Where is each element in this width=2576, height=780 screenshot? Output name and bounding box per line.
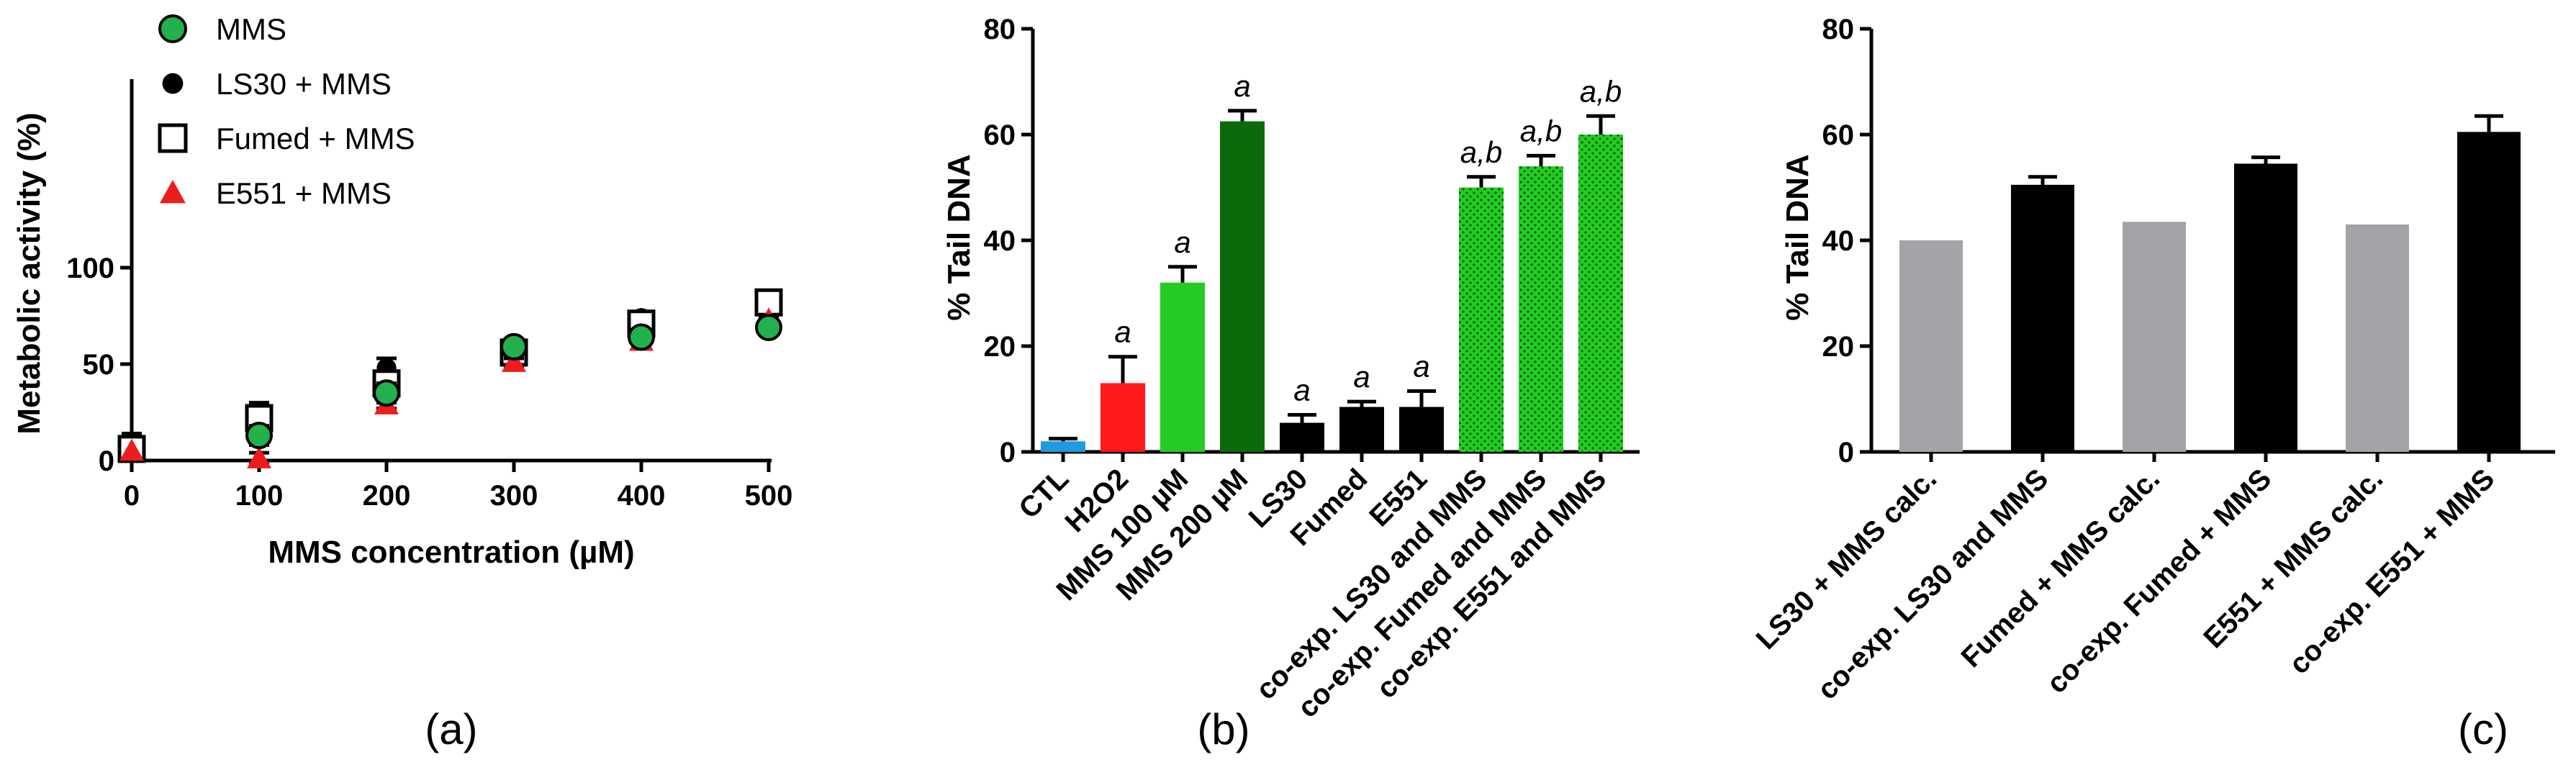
panel-a-y-tick-label: 100	[66, 253, 114, 284]
panel-c-y-tick-label: 40	[1822, 225, 1855, 257]
panel-b-bar	[1280, 422, 1324, 452]
panel-b-bar	[1459, 187, 1504, 452]
panel-a-point	[628, 323, 655, 351]
panel-a-y-tick-label: 0	[99, 445, 114, 477]
panel-b-bar	[1160, 282, 1205, 452]
panel-c-y-tick-label: 20	[1822, 331, 1855, 363]
panel-a-point	[119, 438, 144, 461]
panel-a-x-tick-label: 400	[618, 480, 666, 512]
panel-a-y-label: Metabolic activity (%)	[12, 112, 47, 434]
panel-c-bar	[1899, 240, 1963, 452]
panel-b-y-tick-label: 0	[1000, 437, 1016, 468]
panel-c-bar	[2457, 132, 2521, 452]
panel-c-x-tick-label: co-exp. Fumed + MMS	[2041, 463, 2277, 699]
panel-b-bar	[1041, 441, 1085, 452]
panel-b-significance-label: a	[1353, 360, 1370, 394]
panel-a-point	[245, 422, 273, 450]
panel-a-x-tick-label: 200	[363, 480, 411, 512]
panel-c-y-label: % Tail DNA	[1780, 154, 1815, 320]
panel-b-significance-label: a	[1293, 373, 1310, 407]
panel-b-significance-label: a	[1413, 349, 1429, 383]
panel-c-x-tick-label: LS30 + MMS calc.	[1750, 463, 1943, 656]
panel-b-bar	[1519, 166, 1563, 452]
panel-a-point	[247, 446, 271, 468]
panel-a-x-tick-label: 100	[235, 480, 284, 512]
panel-b-bar	[1578, 135, 1623, 452]
panel-a-x-tick-label: 500	[745, 480, 793, 512]
panel-b-y-tick-label: 60	[984, 119, 1016, 151]
panel-c-label: (c)	[2458, 705, 2508, 753]
panel-c-bar-chart: 0 20 40 60 80 LS30 + MMS calc.co-exp. LS30 a…	[1750, 14, 2555, 753]
panel-a-x-label: MMS concentration (µM)	[268, 535, 634, 570]
panel-b-bar	[1101, 383, 1145, 452]
panel-b-label: (b)	[1197, 705, 1249, 753]
panel-b-significance-label: a	[1114, 315, 1131, 349]
panel-b-significance-label: a	[1234, 69, 1250, 103]
legend-marker	[158, 14, 187, 43]
legend-label: MMS	[216, 12, 286, 46]
panel-c-bar	[2234, 163, 2297, 453]
panel-c-bar	[2346, 224, 2409, 452]
panel-a-legend: MMS LS30 + MMS Fumed + MMS E551 + MMS	[158, 12, 415, 210]
panel-a-y-tick-label: 50	[83, 349, 115, 381]
panel-c-y-tick-label: 0	[1838, 437, 1854, 468]
panel-b-bar	[1220, 121, 1265, 452]
panel-b-significance-label: a,b	[1520, 114, 1562, 148]
legend-marker	[162, 73, 184, 94]
panel-a-scatter: 0 50 100 0 100 200 300 400 500 Metabolic activi…	[12, 12, 792, 753]
panel-c-bar	[2123, 222, 2186, 452]
panel-b-bar	[1399, 407, 1444, 452]
panel-a-x-tick-label: 0	[124, 480, 140, 512]
panel-b-bar	[1339, 407, 1384, 452]
panel-a-point	[373, 379, 400, 407]
panel-b-significance-label: a,b	[1580, 74, 1622, 108]
legend-label: Fumed + MMS	[216, 122, 415, 155]
panel-c-x-tick-label: Fumed + MMS calc.	[1956, 463, 2166, 674]
panel-c-y-tick-label: 80	[1822, 14, 1855, 45]
panel-a-label: (a)	[425, 705, 477, 753]
panel-c-x-tick-label: co-exp. E551 + MMS	[2283, 463, 2500, 680]
panel-a-point	[500, 332, 528, 360]
panel-b-y-tick-label: 80	[984, 14, 1016, 45]
panel-a-point	[502, 350, 526, 372]
panel-b-y-tick-label: 40	[984, 225, 1016, 257]
panel-a-x-tick-label: 300	[490, 480, 538, 512]
panel-b-y-tick-label: 20	[984, 331, 1016, 363]
legend-label: E551 + MMS	[216, 176, 392, 210]
panel-b-y-label: % Tail DNA	[941, 154, 977, 320]
panel-a-point	[755, 314, 782, 342]
panel-c-x-tick-label: co-exp. LS30 and MMS	[1812, 463, 2055, 706]
legend-marker	[160, 180, 186, 204]
legend-marker	[158, 123, 188, 153]
panel-c-bar	[2011, 184, 2074, 452]
panel-b-significance-label: a	[1174, 225, 1190, 259]
panel-c-y-tick-label: 60	[1822, 119, 1855, 151]
panel-b-significance-label: a,b	[1460, 135, 1502, 169]
legend-label: LS30 + MMS	[216, 67, 392, 101]
